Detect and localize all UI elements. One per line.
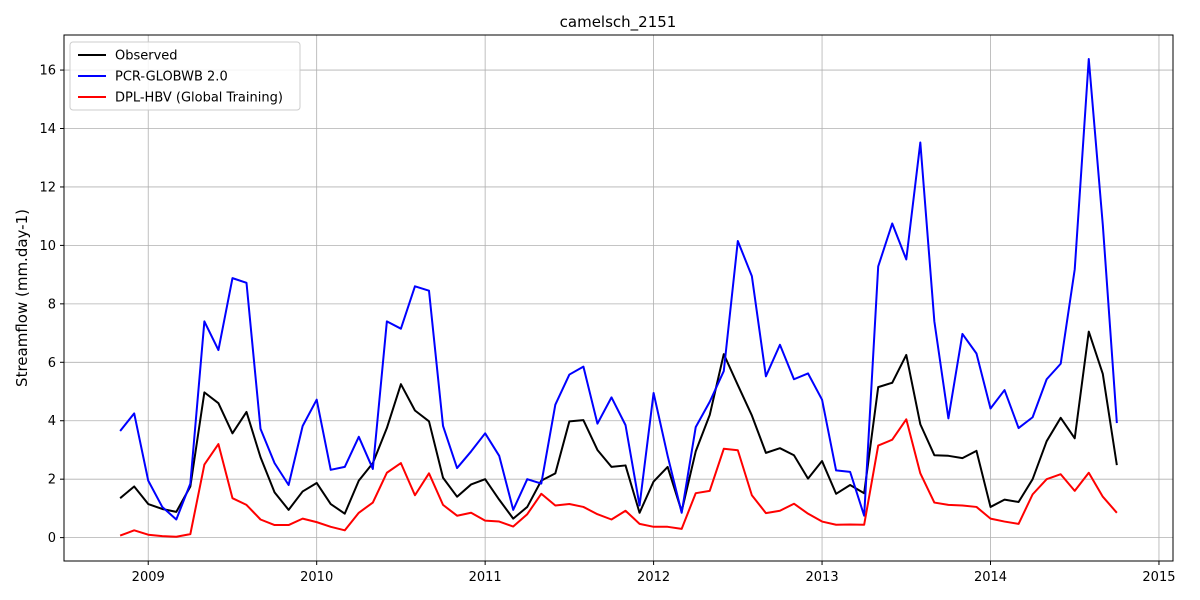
plot-frame (63, 34, 1174, 562)
x-tick-label: 2015 (1142, 570, 1175, 585)
series-line-dpl-hbv-global-training (119, 418, 1118, 538)
x-tick-label: 2010 (300, 570, 333, 585)
y-tick-label: 12 (39, 180, 56, 195)
series-line-observed (119, 330, 1118, 520)
y-tick-label: 6 (48, 356, 56, 371)
legend-label: PCR-GLOBWB 2.0 (115, 70, 228, 85)
y-tick-label: 14 (39, 122, 56, 137)
x-tick-label: 2009 (132, 570, 165, 585)
legend-box (69, 41, 301, 111)
y-tick-label: 8 (48, 297, 56, 312)
x-tick-label: 2013 (806, 570, 839, 585)
y-tick-label: 4 (48, 414, 56, 429)
y-axis-label: Streamflow (mm.day-1) (13, 209, 31, 387)
ticks: 2009 2010 2011 2012 2013 2014 2015 0 2 4 6 8 10 12 14 1… (39, 64, 1175, 585)
x-tick-label: 2014 (974, 570, 1007, 585)
y-tick-label: 16 (39, 64, 56, 79)
y-tick-label: 0 (48, 531, 56, 546)
y-tick-label: 2 (48, 473, 56, 488)
x-tick-label: 2011 (469, 570, 502, 585)
legend: Observed PCR-GLOBWB 2.0 DPL-HBV (Global Tr… (69, 41, 301, 111)
series-line-pcr-globwb-2-0 (119, 57, 1118, 521)
chart-title: camelsch_2151 (560, 13, 677, 32)
series-layer (119, 57, 1118, 538)
legend-label: DPL-HBV (Global Training) (115, 91, 283, 106)
x-tick-label: 2012 (637, 570, 670, 585)
grid (64, 35, 1173, 561)
legend-label: Observed (115, 49, 178, 64)
y-tick-label: 10 (39, 239, 56, 254)
